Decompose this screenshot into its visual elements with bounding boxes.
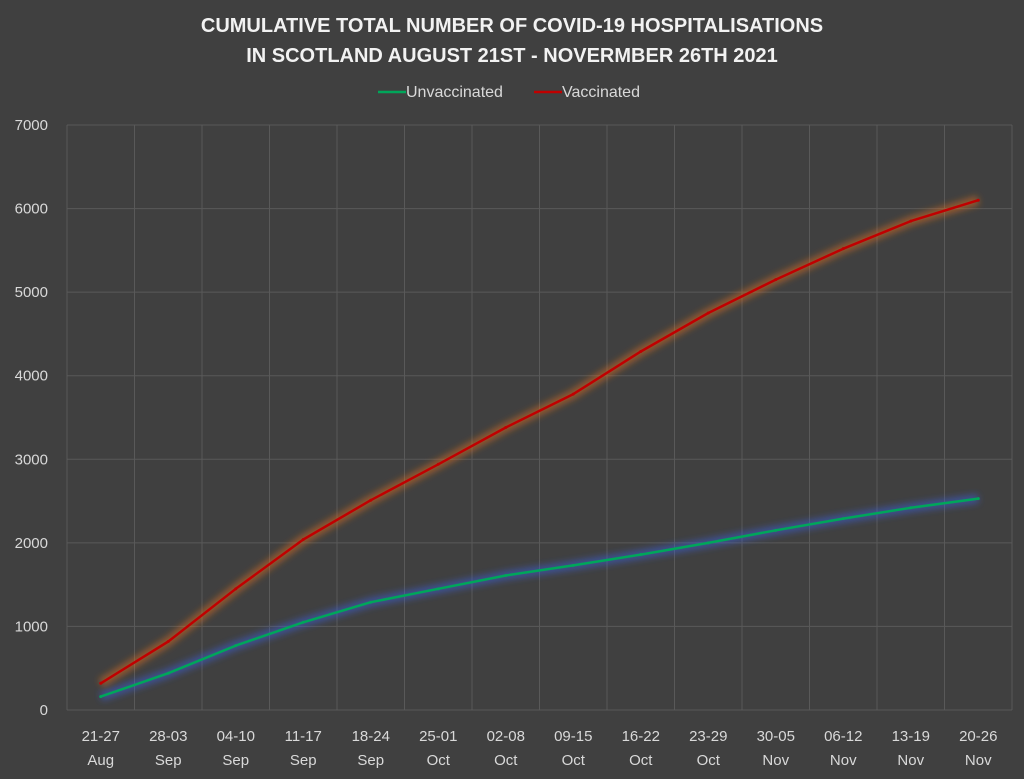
- x-tick-label: 30-05 Nov: [757, 728, 795, 769]
- chart-title-line-1: CUMULATIVE TOTAL NUMBER OF COVID-19 HOSP…: [201, 15, 823, 37]
- y-tick-label: 3000: [15, 451, 48, 468]
- x-tick-range: 06-12: [824, 728, 862, 745]
- data-point: [706, 541, 710, 545]
- x-tick-range: 23-29: [689, 728, 727, 745]
- y-tick-label: 5000: [15, 284, 48, 301]
- x-tick-range: 09-15: [554, 728, 592, 745]
- series-line: [99, 497, 980, 698]
- x-tick-month: Sep: [357, 752, 384, 769]
- x-tick-range: 02-08: [487, 728, 525, 745]
- data-point: [639, 553, 643, 557]
- data-point: [436, 462, 440, 466]
- legend-item-unvaccinated: Unvaccinated: [378, 84, 503, 101]
- series-unvaccinated: [99, 494, 980, 701]
- x-tick-range: 16-22: [622, 728, 660, 745]
- data-point: [234, 644, 238, 648]
- data-point: [774, 528, 778, 532]
- x-tick-month: Sep: [222, 752, 249, 769]
- y-tick-label: 2000: [15, 535, 48, 552]
- x-tick-month: Oct: [697, 752, 721, 769]
- series-vaccinated: [98, 195, 980, 688]
- x-tick-month: Oct: [629, 752, 653, 769]
- data-point: [774, 278, 778, 282]
- y-axis: 0 1000 2000 3000 4000 5000 6000 7000: [15, 117, 48, 719]
- data-point: [504, 573, 508, 577]
- data-point: [99, 681, 103, 685]
- x-axis: 21-27 Aug 28-03 Sep 04-10 Sep 11-17 Sep 18-24 Sep…: [82, 728, 998, 769]
- x-tick-label: 09-15 Oct: [554, 728, 592, 769]
- data-point: [166, 671, 170, 675]
- data-point: [571, 392, 575, 396]
- x-tick-label: 04-10 Sep: [217, 728, 255, 769]
- x-tick-month: Aug: [87, 752, 114, 769]
- x-tick-range: 30-05: [757, 728, 795, 745]
- x-tick-month: Nov: [762, 752, 789, 769]
- y-tick-label: 0: [40, 702, 48, 719]
- x-tick-range: 13-19: [892, 728, 930, 745]
- data-point: [976, 497, 980, 501]
- x-tick-label: 20-26 Nov: [959, 728, 997, 769]
- series-line: [99, 198, 980, 685]
- y-tick-label: 4000: [15, 368, 48, 385]
- data-point: [976, 198, 980, 202]
- data-point: [166, 639, 170, 643]
- x-tick-label: 13-19 Nov: [892, 728, 930, 769]
- x-tick-label: 23-29 Oct: [689, 728, 727, 769]
- x-tick-label: 18-24 Sep: [352, 728, 390, 769]
- data-point: [234, 587, 238, 591]
- data-point: [706, 311, 710, 315]
- x-tick-label: 16-22 Oct: [622, 728, 660, 769]
- data-point: [436, 587, 440, 591]
- x-tick-month: Nov: [897, 752, 924, 769]
- data-point: [99, 695, 103, 699]
- series-lines: [98, 195, 980, 701]
- x-tick-range: 21-27: [82, 728, 120, 745]
- data-point: [301, 538, 305, 542]
- chart-title-line-2: IN SCOTLAND AUGUST 21ST - NOVERMBER 26TH…: [246, 45, 778, 67]
- x-tick-range: 28-03: [149, 728, 187, 745]
- legend: Unvaccinated Vaccinated: [378, 84, 640, 101]
- x-tick-label: 02-08 Oct: [487, 728, 525, 769]
- x-tick-month: Nov: [830, 752, 857, 769]
- data-point: [909, 506, 913, 510]
- data-point: [369, 498, 373, 502]
- x-tick-range: 11-17: [285, 728, 322, 745]
- x-tick-label: 21-27 Aug: [82, 728, 120, 769]
- data-point: [639, 349, 643, 353]
- x-tick-month: Sep: [290, 752, 317, 769]
- data-point: [909, 219, 913, 223]
- data-point: [571, 563, 575, 567]
- y-tick-label: 1000: [15, 618, 48, 635]
- x-tick-month: Sep: [155, 752, 182, 769]
- x-tick-range: 20-26: [959, 728, 997, 745]
- x-tick-label: 25-01 Oct: [419, 728, 457, 769]
- data-point: [369, 600, 373, 604]
- legend-label: Vaccinated: [562, 84, 640, 101]
- data-point: [301, 620, 305, 624]
- x-tick-label: 06-12 Nov: [824, 728, 862, 769]
- data-point: [841, 517, 845, 521]
- legend-item-vaccinated: Vaccinated: [534, 84, 640, 101]
- x-tick-month: Oct: [427, 752, 451, 769]
- x-tick-label: 11-17 Sep: [285, 728, 322, 769]
- legend-label: Unvaccinated: [406, 84, 503, 101]
- y-tick-label: 7000: [15, 117, 48, 134]
- y-tick-label: 6000: [15, 201, 48, 218]
- x-tick-month: Oct: [562, 752, 586, 769]
- x-tick-month: Oct: [494, 752, 518, 769]
- x-tick-range: 18-24: [352, 728, 390, 745]
- x-tick-range: 04-10: [217, 728, 255, 745]
- x-tick-range: 25-01: [419, 728, 457, 745]
- x-tick-month: Nov: [965, 752, 992, 769]
- chart-title: CUMULATIVE TOTAL NUMBER OF COVID-19 HOSP…: [201, 15, 823, 67]
- x-tick-label: 28-03 Sep: [149, 728, 187, 769]
- data-point: [504, 426, 508, 430]
- data-point: [841, 247, 845, 251]
- gridlines: [66, 124, 1013, 711]
